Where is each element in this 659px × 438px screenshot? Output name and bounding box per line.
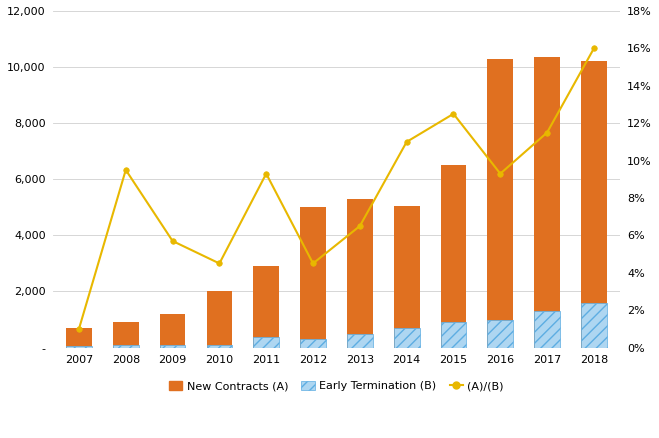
Bar [534, 57, 560, 348]
Bar [534, 311, 560, 348]
Line: (A)/(B): (A)/(B) [76, 46, 596, 332]
(A)/(B) [403, 139, 411, 145]
Bar [488, 59, 513, 348]
Bar [159, 346, 185, 348]
Bar [347, 334, 373, 348]
Legend: New Contracts (A), Early Termination (B), (A)/(B): New Contracts (A), Early Termination (B)… [165, 377, 509, 396]
(A)/(B) [122, 167, 130, 173]
Bar [206, 345, 232, 348]
(A)/(B) [215, 261, 223, 266]
(A)/(B) [543, 130, 551, 135]
Bar [206, 292, 232, 348]
Bar [347, 199, 373, 348]
Bar [113, 345, 138, 348]
Bar [488, 320, 513, 348]
(A)/(B) [496, 171, 504, 176]
Bar [441, 165, 467, 348]
Bar [441, 322, 467, 348]
Bar [394, 328, 420, 348]
(A)/(B) [262, 171, 270, 176]
(A)/(B) [449, 111, 457, 117]
(A)/(B) [169, 238, 177, 244]
(A)/(B) [309, 261, 317, 266]
Bar [66, 346, 92, 348]
Bar [66, 328, 92, 348]
Bar [300, 207, 326, 348]
Bar [300, 339, 326, 348]
Bar [394, 206, 420, 348]
Bar [253, 266, 279, 348]
Bar [581, 303, 607, 348]
(A)/(B) [356, 223, 364, 229]
(A)/(B) [590, 46, 598, 51]
Bar [253, 337, 279, 348]
Bar [113, 322, 138, 348]
Bar [581, 61, 607, 348]
(A)/(B) [75, 326, 83, 332]
Bar [159, 314, 185, 348]
